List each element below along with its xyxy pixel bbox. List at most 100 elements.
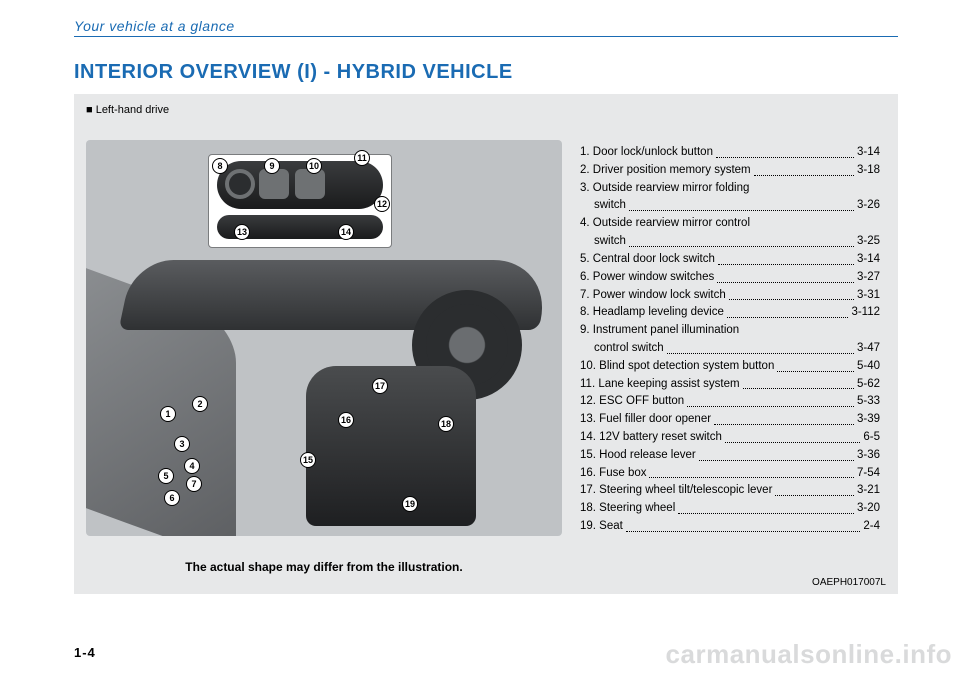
page-ref: 5-62 [857, 376, 880, 394]
callout-19: 19 [402, 496, 418, 512]
list-item-label: 11. Lane keeping assist system [580, 376, 740, 394]
callout-10: 10 [306, 158, 322, 174]
callout-13: 13 [234, 224, 250, 240]
leader-dots [743, 376, 854, 390]
leader-dots [678, 500, 854, 514]
leader-dots [667, 340, 854, 354]
list-item-17: 17. Steering wheel tilt/telescopic lever… [580, 482, 880, 500]
list-item-label: 18. Steering wheel [580, 500, 675, 518]
leader-dots [699, 447, 854, 461]
page-ref: 3-18 [857, 162, 880, 180]
list-item-7: 7. Power window lock switch 3-31 [580, 287, 880, 305]
list-item-3: 3. Outside rearview mirror folding [580, 180, 880, 198]
callout-14: 14 [338, 224, 354, 240]
interior-illustration: 12345678910111213141516171819 [86, 140, 562, 536]
page-ref: 3-36 [857, 447, 880, 465]
leader-dots [717, 269, 854, 283]
list-item-3: switch 3-26 [580, 197, 880, 215]
list-item-15: 15. Hood release lever3-36 [580, 447, 880, 465]
page-ref: 7-54 [857, 465, 880, 483]
callout-9: 9 [264, 158, 280, 174]
list-item-label: 6. Power window switches [580, 269, 714, 287]
leader-dots [649, 465, 853, 479]
callout-15: 15 [300, 452, 316, 468]
page-ref: 3-27 [857, 269, 880, 287]
list-item-label: 13. Fuel filler door opener [580, 411, 711, 429]
list-item-label: 2. Driver position memory system [580, 162, 751, 180]
callout-12: 12 [374, 196, 390, 212]
leader-dots [626, 518, 861, 532]
leader-dots [687, 393, 854, 407]
list-item-6: 6. Power window switches 3-27 [580, 269, 880, 287]
list-item-label: 4. Outside rearview mirror control [580, 215, 750, 233]
callout-7: 7 [186, 476, 202, 492]
list-item-2: 2. Driver position memory system 3-18 [580, 162, 880, 180]
list-item-label: 3. Outside rearview mirror folding [580, 180, 749, 198]
page-number: 1-4 [74, 645, 96, 660]
list-item-label: switch [580, 197, 626, 215]
leader-dots [727, 304, 849, 318]
callout-17: 17 [372, 378, 388, 394]
page-ref: 3-31 [857, 287, 880, 305]
list-item-10: 10. Blind spot detection system button5-… [580, 358, 880, 376]
page-ref: 3-21 [857, 482, 880, 500]
list-item-label: 14. 12V battery reset switch [580, 429, 722, 447]
callout-16: 16 [338, 412, 354, 428]
list-item-8: 8. Headlamp leveling device 3-112 [580, 304, 880, 322]
callout-18: 18 [438, 416, 454, 432]
list-item-label: control switch [580, 340, 664, 358]
list-item-9: 9. Instrument panel illumination [580, 322, 880, 340]
page-ref: 3-14 [857, 251, 880, 269]
list-item-label: 16. Fuse box [580, 465, 646, 483]
callout-3: 3 [174, 436, 190, 452]
leader-dots [777, 358, 854, 372]
figure-panel: ■ Left-hand drive 1234567891011121314151… [74, 94, 898, 594]
drive-side-note: ■ Left-hand drive [86, 104, 886, 116]
callout-6: 6 [164, 490, 180, 506]
page-ref: 3-25 [857, 233, 880, 251]
list-item-label: 8. Headlamp leveling device [580, 304, 724, 322]
callout-5: 5 [158, 468, 174, 484]
page-ref: 6-5 [863, 429, 880, 447]
leader-dots [725, 429, 860, 443]
leader-dots [729, 287, 854, 301]
list-item-label: 19. Seat [580, 518, 623, 536]
page-ref: 3-112 [851, 304, 880, 322]
callout-4: 4 [184, 458, 200, 474]
page-ref: 5-33 [857, 393, 880, 411]
list-item-label: 9. Instrument panel illumination [580, 322, 739, 340]
page-ref: 2-4 [863, 518, 880, 536]
list-item-12: 12. ESC OFF button 5-33 [580, 393, 880, 411]
callout-8: 8 [212, 158, 228, 174]
list-item-label: 17. Steering wheel tilt/telescopic lever [580, 482, 772, 500]
list-item-1: 1. Door lock/unlock button 3-14 [580, 144, 880, 162]
list-item-19: 19. Seat 2-4 [580, 518, 880, 536]
page-ref: 3-26 [857, 197, 880, 215]
section-title: INTERIOR OVERVIEW (I) - HYBRID VEHICLE [74, 61, 898, 84]
callout-11: 11 [354, 150, 370, 166]
figure-code: OAEPH017007L [812, 577, 886, 588]
list-item-16: 16. Fuse box 7-54 [580, 465, 880, 483]
list-item-4: 4. Outside rearview mirror control [580, 215, 880, 233]
leader-dots [775, 482, 854, 496]
list-item-11: 11. Lane keeping assist system 5-62 [580, 376, 880, 394]
list-item-9: control switch 3-47 [580, 340, 880, 358]
list-item-14: 14. 12V battery reset switch 6-5 [580, 429, 880, 447]
list-item-label: 7. Power window lock switch [580, 287, 726, 305]
illustration-caption: The actual shape may differ from the ill… [74, 560, 574, 574]
list-item-label: 1. Door lock/unlock button [580, 144, 713, 162]
component-list: 1. Door lock/unlock button3-142. Driver … [580, 140, 880, 536]
leader-dots [629, 233, 854, 247]
watermark: carmanualsonline.info [666, 639, 952, 670]
list-item-label: 12. ESC OFF button [580, 393, 684, 411]
callout-2: 2 [192, 396, 208, 412]
page-ref: 3-20 [857, 500, 880, 518]
page-ref: 3-14 [857, 144, 880, 162]
list-item-13: 13. Fuel filler door opener3-39 [580, 411, 880, 429]
page-ref: 3-47 [857, 340, 880, 358]
list-item-label: 5. Central door lock switch [580, 251, 715, 269]
leader-dots [754, 162, 854, 176]
leader-dots [714, 411, 854, 425]
list-item-18: 18. Steering wheel 3-20 [580, 500, 880, 518]
leader-dots [716, 144, 854, 158]
